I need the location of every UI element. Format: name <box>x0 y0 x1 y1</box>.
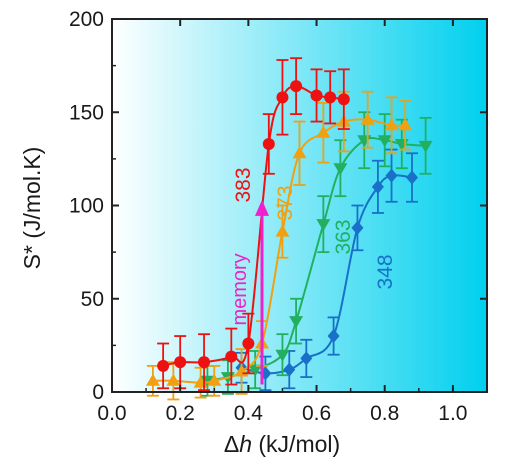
series-label-348: 348 <box>374 254 397 289</box>
x-axis-label-var: h <box>239 431 252 457</box>
data-point <box>398 118 413 131</box>
data-point <box>333 163 348 176</box>
data-point <box>207 373 222 386</box>
series-373 <box>145 90 413 401</box>
y-tick-label: 100 <box>69 195 104 218</box>
data-point <box>327 329 340 344</box>
data-point <box>242 337 255 350</box>
data-point <box>316 125 331 138</box>
data-point <box>290 80 303 93</box>
axis-layer: 0.0 0.2 0.4 0.6 0.8 1.0 0 50 100 150 200 <box>69 8 487 425</box>
data-point <box>289 316 304 329</box>
data-point <box>198 356 211 369</box>
data-point <box>385 168 398 183</box>
data-point <box>324 91 337 104</box>
data-point <box>406 170 418 185</box>
data-point <box>377 135 392 148</box>
data-point <box>275 349 290 362</box>
x-tick-label: 0.2 <box>166 402 195 425</box>
data-point <box>384 118 399 131</box>
data-point <box>351 220 364 235</box>
y-tick-label: 0 <box>92 381 104 404</box>
x-tick-label: 0.8 <box>370 402 399 425</box>
data-point <box>157 359 170 372</box>
data-point <box>145 373 160 386</box>
x-tick-label: 0.0 <box>97 402 126 425</box>
x-axis-label-prefix: Δ <box>224 431 239 457</box>
data-point <box>166 373 181 386</box>
data-point <box>418 140 433 153</box>
y-axis-label: S* (J/mol.K) <box>19 147 45 270</box>
data-point <box>316 219 331 232</box>
data-point <box>276 91 289 104</box>
x-axis-label-unit: (kJ/mol) <box>252 431 340 457</box>
data-point <box>283 362 296 377</box>
data-point <box>360 112 375 125</box>
series-layer: 383 373 363 348 <box>145 57 433 401</box>
data-point <box>337 93 350 106</box>
x-tick-label: 1.0 <box>438 402 467 425</box>
data-point <box>371 179 384 194</box>
series-label-373: 373 <box>274 185 297 220</box>
series-348 <box>235 148 418 392</box>
data-point <box>292 146 307 159</box>
series-383 <box>157 57 350 392</box>
x-axis-label: Δh (kJ/mol) <box>224 431 340 457</box>
data-point <box>248 364 263 377</box>
data-point <box>174 356 187 369</box>
memory-label: memory <box>229 253 251 325</box>
series-label-363: 363 <box>332 219 355 254</box>
plot-background <box>112 19 487 392</box>
data-point <box>300 351 313 366</box>
series-label-383: 383 <box>232 167 255 202</box>
memory-arrow-head <box>255 199 269 216</box>
data-point <box>225 350 238 363</box>
x-tick-label: 0.6 <box>302 402 331 425</box>
x-tick-label: 0.4 <box>234 402 264 425</box>
data-point <box>262 137 275 150</box>
y-tick-label: 200 <box>69 8 104 31</box>
data-point <box>310 89 323 102</box>
y-tick-label: 150 <box>69 101 104 124</box>
y-tick-label: 50 <box>81 288 104 311</box>
data-point <box>275 224 290 237</box>
annotation-layer: memory <box>229 199 269 385</box>
